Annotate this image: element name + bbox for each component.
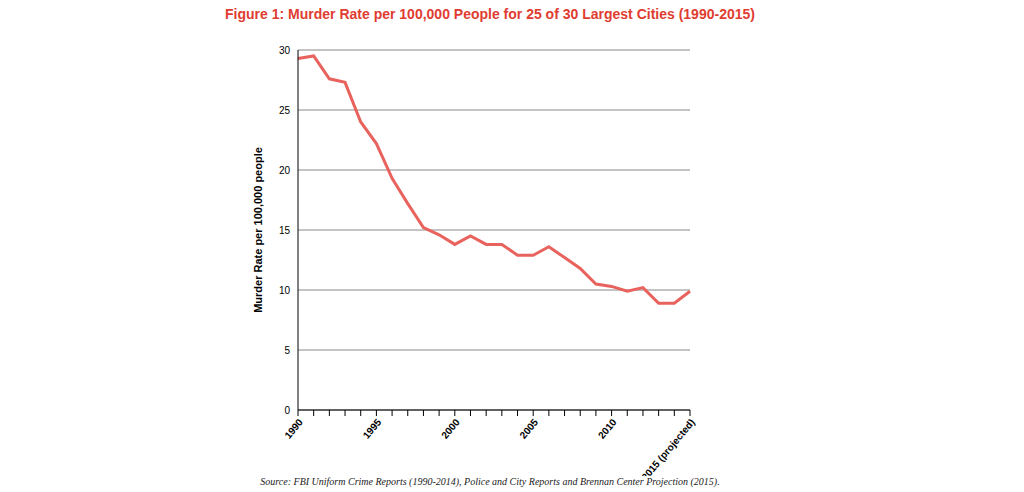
html-text:Source: FBI Uniform Crime Repo: Source: FBI Uniform Crime Reports (1990-… — [260, 476, 720, 487]
svg-text:2010: 2010 — [596, 416, 619, 440]
svg-text:2000: 2000 — [439, 416, 462, 440]
svg-text:10: 10 — [279, 285, 291, 296]
svg-text:Murder Rate per 100,000 people: Murder Rate per 100,000 people — [252, 147, 264, 313]
svg-text:5: 5 — [284, 345, 290, 356]
svg-text:1990: 1990 — [282, 416, 305, 440]
svg-text:30: 30 — [279, 45, 291, 56]
svg-text:0: 0 — [284, 405, 290, 416]
svg-text:1995: 1995 — [361, 416, 384, 440]
svg-text:2005: 2005 — [517, 416, 540, 440]
svg-text:20: 20 — [279, 165, 291, 176]
svg-text:15: 15 — [279, 225, 291, 236]
svg-text:2015 (projected): 2015 (projected) — [639, 417, 697, 476]
html-text:Figure 1: Murder Rate per 100,: Figure 1: Murder Rate per 100,000 People… — [225, 6, 755, 22]
svg-text:25: 25 — [279, 105, 291, 116]
